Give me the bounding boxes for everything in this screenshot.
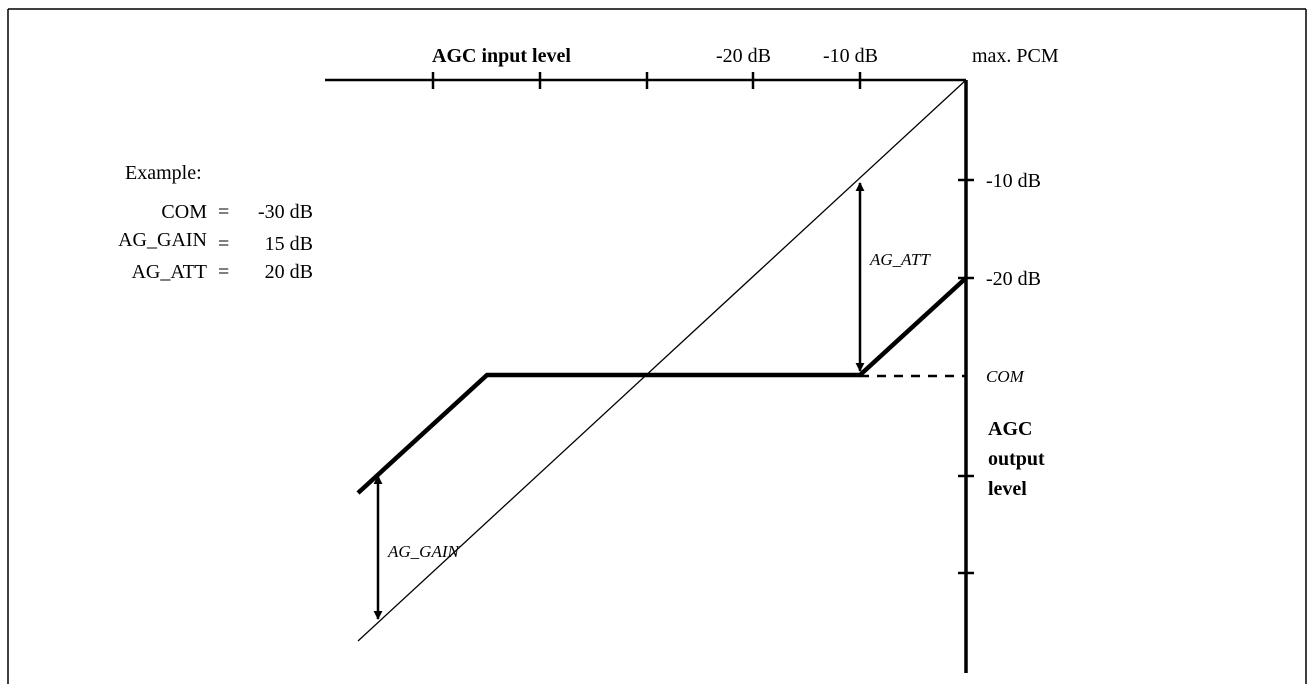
example-equals: = [218, 201, 229, 223]
output-axis: -10 dB -20 dB COM AGC output level [958, 80, 1045, 673]
output-axis-title: output [988, 448, 1045, 470]
ag-att-label: AG_ATT [869, 250, 931, 269]
input-axis: AGC input level -20 dB -10 dB max. PCM [325, 45, 1059, 89]
example-block: Example: COM = -30 dB AG_GAIN = 15 dB AG… [118, 162, 313, 283]
example-equals: = [218, 233, 229, 255]
reference-diagonal [357, 79, 967, 642]
example-value-ag-att: 20 dB [265, 261, 313, 283]
output-axis-tick-label: -10 dB [986, 170, 1041, 192]
com-label: COM [986, 367, 1025, 386]
max-pcm-label: max. PCM [972, 45, 1059, 67]
example-value-com: -30 dB [258, 201, 313, 223]
example-name-ag-gain: AG_GAIN [118, 229, 207, 251]
example-heading: Example: [125, 162, 202, 184]
example-name-ag-att: AG_ATT [131, 261, 207, 283]
example-equals: = [218, 261, 229, 283]
agc-characteristic-curve [356, 276, 968, 495]
example-name-com: COM [161, 201, 207, 223]
output-axis-title: level [988, 478, 1027, 500]
input-axis-tick-label: -10 dB [823, 45, 878, 67]
output-axis-tick-label: -20 dB [986, 268, 1041, 290]
page-border [7, 8, 1307, 684]
input-axis-title: AGC input level [432, 45, 571, 67]
ag-gain-label: AG_GAIN [387, 542, 460, 561]
input-axis-tick-label: -20 dB [716, 45, 771, 67]
output-axis-title: AGC [988, 418, 1032, 440]
example-value-ag-gain: 15 dB [265, 233, 313, 255]
